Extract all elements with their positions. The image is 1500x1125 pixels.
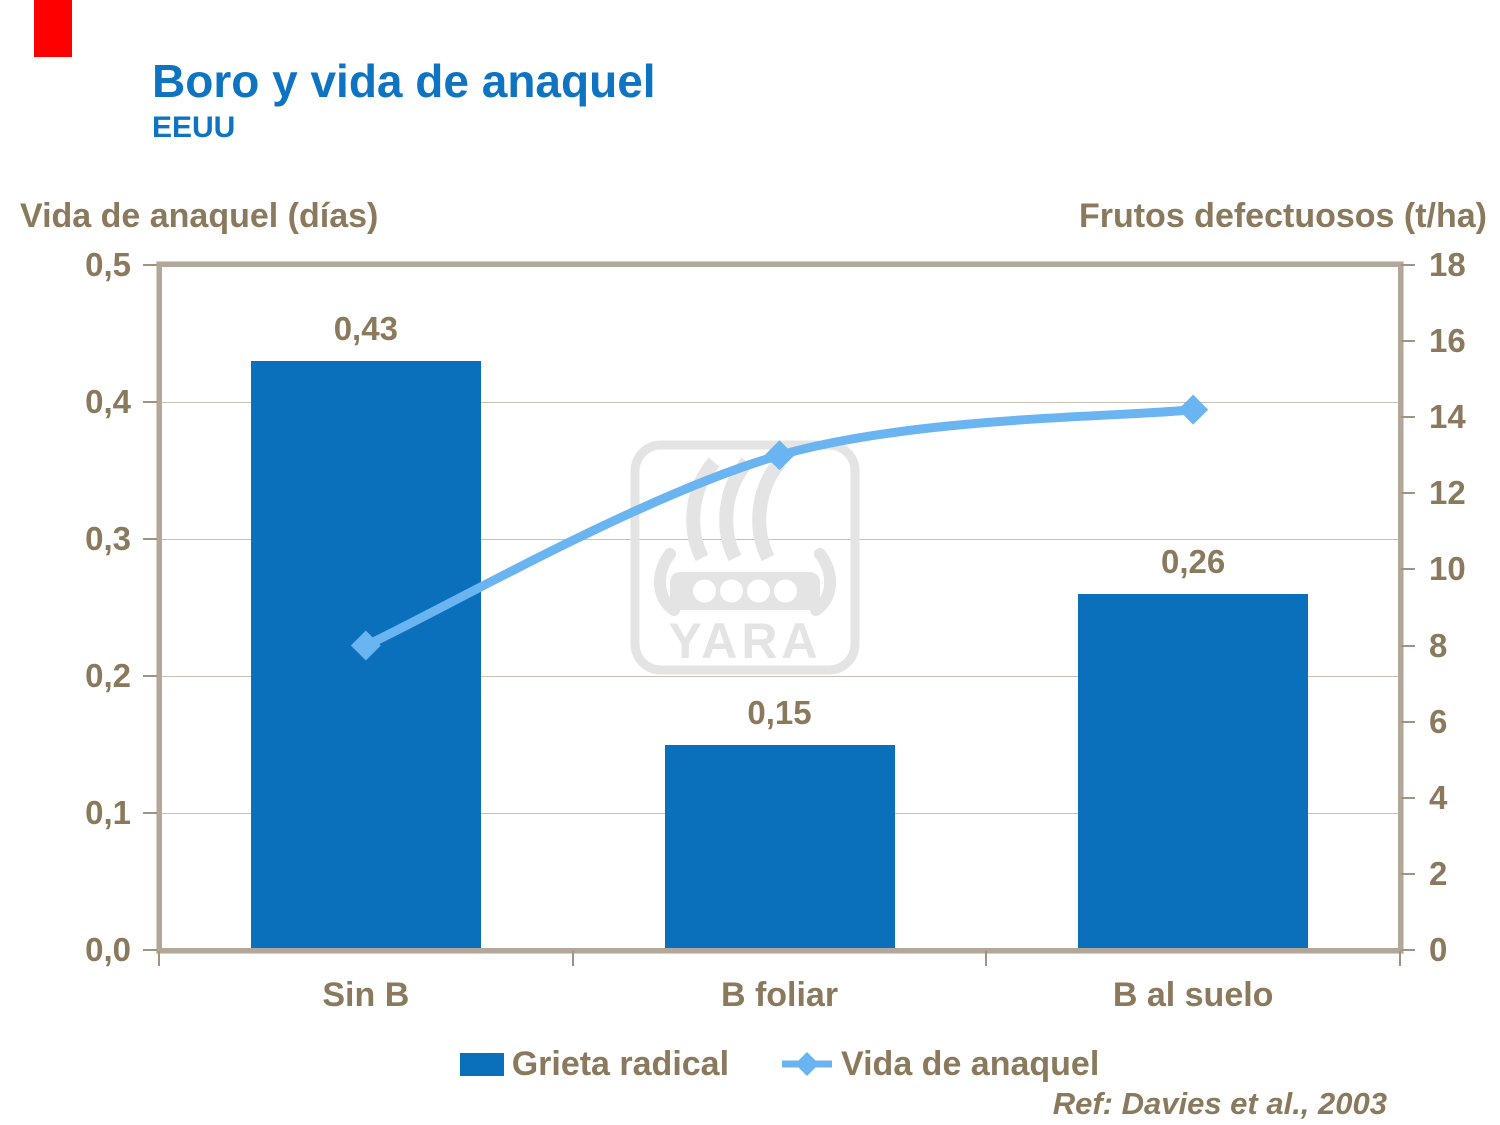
legend-label-vida-de-anaquel: Vida de anaquel <box>841 1045 1100 1083</box>
right-axis-tick-label: 6 <box>1429 702 1448 740</box>
right-axis-tick-label: 2 <box>1429 854 1448 892</box>
legend-item-grieta-radical: Grieta radical <box>459 1044 730 1084</box>
left-axis-tick <box>143 812 157 814</box>
category-label-b-foliar: B foliar <box>720 976 839 1014</box>
left-axis-tick-label: 0,2 <box>85 657 131 694</box>
right-axis-tick-label: 0 <box>1429 931 1448 968</box>
legend-bar-swatch <box>459 1052 504 1076</box>
legend-label-grieta-radical: Grieta radical <box>511 1045 730 1083</box>
right-axis-tick <box>1401 340 1415 343</box>
right-axis-tick-label: 12 <box>1429 474 1466 512</box>
left-axis-tick-label: 0,1 <box>85 794 131 831</box>
left-axis-tick <box>143 949 157 951</box>
red-corner-mark <box>34 0 72 57</box>
category-label-sin-b: Sin B <box>322 976 410 1014</box>
right-axis-tick-label: 14 <box>1429 398 1466 436</box>
bar-b-foliar <box>664 744 895 948</box>
plot-area-border <box>157 262 1403 953</box>
page-title: Boro y vida de anaquel <box>152 55 656 107</box>
right-axis-tick <box>1401 492 1415 495</box>
right-axis-tick-label: 4 <box>1429 778 1448 816</box>
right-axis-tick <box>1401 644 1415 647</box>
right-axis-tick <box>1401 568 1415 571</box>
bar-value-label: 0,43 <box>333 309 398 347</box>
legend-line-diamond-icon <box>782 1052 833 1076</box>
right-axis-tick <box>1401 872 1415 875</box>
reference-text: Ref: Davies et al., 2003 <box>1052 1086 1387 1121</box>
right-axis-tick <box>1401 720 1415 723</box>
right-axis-tick-label: 16 <box>1429 322 1466 360</box>
x-axis-tick <box>985 951 988 966</box>
left-axis-tick <box>143 401 157 403</box>
right-axis-tick-label: 10 <box>1429 550 1466 588</box>
left-axis-tick <box>143 264 157 266</box>
right-axis-tick <box>1401 416 1415 419</box>
x-axis-tick <box>571 951 574 966</box>
left-axis-tick <box>143 675 157 677</box>
right-axis-tick <box>1401 264 1415 266</box>
page-subtitle: EEUU <box>152 111 236 144</box>
right-axis-tick <box>1401 949 1415 951</box>
bar-value-label: 0,15 <box>747 693 812 731</box>
gridline <box>162 675 1398 677</box>
x-axis-tick <box>158 951 160 966</box>
left-axis-tick-label: 0,3 <box>85 520 131 557</box>
right-axis-tick <box>1401 796 1415 799</box>
left-axis-tick-label: 0,0 <box>85 931 131 968</box>
x-axis-tick <box>1399 951 1401 966</box>
left-axis-tick-label: 0,4 <box>85 383 131 420</box>
right-axis-tick-label: 8 <box>1429 626 1448 664</box>
bar-b-al-suelo <box>1078 593 1309 948</box>
left-axis-tick-label: 0,5 <box>85 246 131 283</box>
right-axis-title: Frutos defectuosos (t/ha) <box>1078 197 1487 235</box>
category-label-b-al-suelo: B al suelo <box>1112 976 1274 1014</box>
left-axis-title: Vida de anaquel (días) <box>20 197 379 235</box>
bar-value-label: 0,26 <box>1161 542 1226 580</box>
gridline <box>162 401 1398 403</box>
right-axis-tick-label: 18 <box>1429 246 1466 283</box>
legend: Grieta radical Vida de anaquel <box>159 1044 1400 1084</box>
left-axis-tick <box>143 538 157 540</box>
legend-item-vida-de-anaquel: Vida de anaquel <box>781 1044 1099 1084</box>
